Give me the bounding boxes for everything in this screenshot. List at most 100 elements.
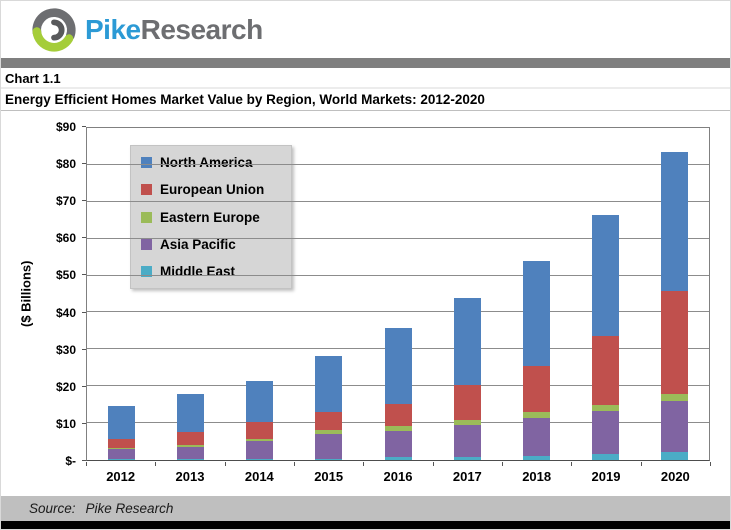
x-tick-label-2017: 2017 <box>452 469 482 484</box>
gridline-80 <box>87 163 709 165</box>
bar-segment-eastern-europe-2012 <box>108 447 136 450</box>
y-tick-label-80: $80 <box>55 157 76 172</box>
x-tick-mark <box>710 462 711 466</box>
chart-number-label: Chart 1.1 <box>1 68 730 89</box>
bar-segment-european-union-2019 <box>591 335 619 406</box>
y-tick-mark <box>82 237 86 239</box>
bar-segment-eastern-europe-2014 <box>246 438 274 442</box>
legend-item-north-america: North America <box>141 155 281 170</box>
y-tick-mark <box>82 200 86 202</box>
legend-label: Asia Pacific <box>160 236 236 252</box>
x-tick-label-2018: 2018 <box>522 469 552 484</box>
brand-primary-text: Pike <box>85 13 141 45</box>
bar-segment-european-union-2015 <box>315 412 343 431</box>
legend-swatch-icon <box>141 238 152 250</box>
bar-segment-european-union-2016 <box>384 403 412 427</box>
bar-2020 <box>660 128 688 460</box>
y-tick-label-90: $90 <box>55 120 76 134</box>
plot-area: North America European Union Eastern Europ… <box>86 127 710 461</box>
y-tick-mark <box>82 274 86 276</box>
legend-item-asia-pacific: Asia Pacific <box>141 237 281 252</box>
x-tick-label-2012: 2012 <box>106 469 136 484</box>
x-tick-label-2013: 2013 <box>175 469 205 484</box>
x-tick-mark <box>155 462 157 466</box>
bar-segment-middle-east-2012 <box>108 458 136 460</box>
x-tick-mark <box>293 462 295 466</box>
y-tick-label-50: $50 <box>55 268 76 283</box>
gridline-40 <box>87 311 709 313</box>
bar-segment-european-union-2013 <box>177 431 205 445</box>
bar-segment-north-america-2012 <box>108 405 136 440</box>
bar-segment-eastern-europe-2017 <box>453 419 481 425</box>
source-value: Pike Research <box>85 501 174 516</box>
bar-segment-north-america-2018 <box>522 261 550 366</box>
legend-swatch-icon <box>141 211 152 223</box>
bar-segment-eastern-europe-2018 <box>522 412 550 418</box>
header-divider-bar <box>1 58 730 68</box>
bar-segment-european-union-2018 <box>522 365 550 413</box>
y-tick-mark <box>82 422 86 424</box>
bar-2015 <box>315 128 343 460</box>
y-tick-mark <box>82 348 86 350</box>
x-tick-mark <box>432 462 434 466</box>
legend-swatch-icon <box>141 266 152 277</box>
bar-segment-middle-east-2020 <box>660 451 688 460</box>
bottom-black-bar <box>1 521 730 529</box>
bar-segment-asia-pacific-2015 <box>315 434 343 459</box>
bar-segment-european-union-2014 <box>246 422 274 439</box>
brand-secondary-text: Research <box>140 13 264 45</box>
bar-segment-middle-east-2019 <box>591 454 619 460</box>
bar-segment-middle-east-2013 <box>177 458 205 460</box>
source-bar: Source: Pike Research <box>1 496 730 521</box>
bar-segment-asia-pacific-2020 <box>660 401 688 452</box>
bar-segment-eastern-europe-2020 <box>660 393 688 402</box>
x-axis: 2012 2013 2014 2015 2016 2017 2018 2019 2020 <box>86 462 711 490</box>
bar-segment-european-union-2012 <box>108 439 136 448</box>
y-tick-mark <box>82 311 86 313</box>
bar-segment-north-america-2019 <box>591 214 619 336</box>
chart-title: Energy Efficient Homes Market Value by R… <box>1 89 730 111</box>
brand-wordmark: PikeResearch <box>85 13 264 45</box>
bar-segment-north-america-2017 <box>453 297 481 386</box>
y-tick-mark <box>82 460 86 461</box>
x-tick-mark <box>640 462 642 466</box>
y-tick-label-0: $- <box>65 454 76 468</box>
bar-segment-asia-pacific-2019 <box>591 411 619 455</box>
pike-research-logo: PikeResearch <box>29 6 263 54</box>
y-tick-label-10: $10 <box>55 416 76 431</box>
bar-2017 <box>453 128 481 460</box>
pike-swirl-logo-icon <box>32 7 76 52</box>
x-tick-label-2015: 2015 <box>314 469 344 484</box>
x-tick-mark <box>502 462 503 466</box>
bar-2016 <box>384 128 412 460</box>
gridline-70 <box>87 200 709 202</box>
bar-segment-asia-pacific-2014 <box>246 441 274 459</box>
bar-segment-asia-pacific-2018 <box>522 417 550 456</box>
y-tick-label-60: $60 <box>55 231 76 246</box>
bar-segment-eastern-europe-2019 <box>591 405 619 412</box>
bar-segment-asia-pacific-2013 <box>177 446 205 459</box>
x-tick-mark <box>224 462 226 466</box>
legend-label: Eastern Europe <box>160 209 260 225</box>
y-tick-label-30: $30 <box>55 342 76 357</box>
bar-2018 <box>522 128 550 460</box>
y-axis: $- $10 $20 $30 $40 $50 $60 $70 $80 $90 <box>1 120 86 468</box>
bar-segment-asia-pacific-2017 <box>453 424 481 458</box>
bar-segment-eastern-europe-2013 <box>177 444 205 447</box>
header: PikeResearch <box>1 1 730 58</box>
bar-2019 <box>591 128 619 460</box>
chart-section: ($ Billions) $- $10 $20 $30 $40 $50 $60 $70 $80 $… <box>1 111 730 498</box>
bar-2012 <box>108 128 136 460</box>
bar-segment-eastern-europe-2016 <box>384 426 412 432</box>
legend-item-european-union: European Union <box>141 182 281 197</box>
gridline-50 <box>87 274 709 276</box>
bar-segment-north-america-2015 <box>315 356 343 413</box>
bar-2013 <box>177 128 205 460</box>
bar-segment-middle-east-2018 <box>522 455 550 460</box>
legend-box: North America European Union Eastern Europ… <box>130 145 292 289</box>
legend-swatch-icon <box>141 184 152 196</box>
bar-segment-middle-east-2014 <box>246 458 274 460</box>
bar-segment-asia-pacific-2012 <box>108 449 136 459</box>
y-tick-mark <box>82 385 86 387</box>
